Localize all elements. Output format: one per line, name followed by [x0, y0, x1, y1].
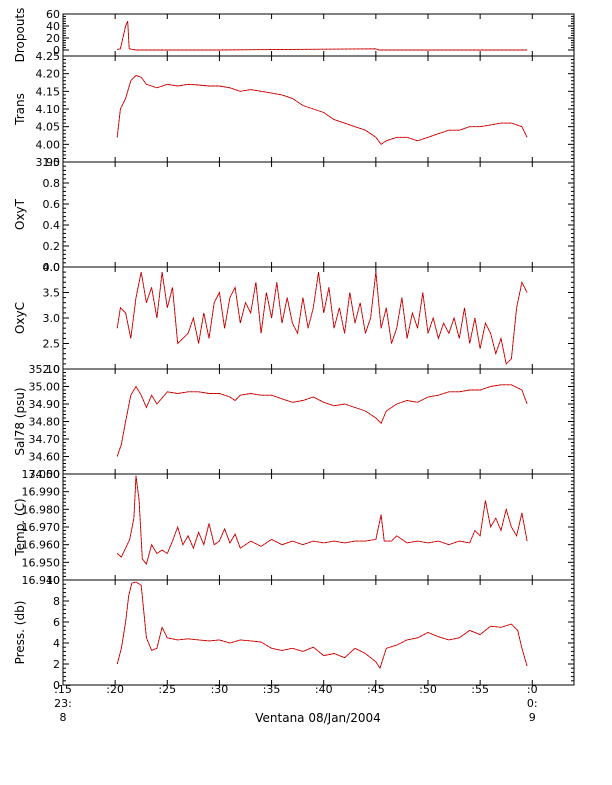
panel-frame: [62, 161, 575, 268]
panel-press: 0 2 4 6 8 10 Press. (db): [13, 574, 575, 692]
series-overlay-press: [116, 581, 528, 669]
y-tick-label: 34.80: [29, 416, 61, 429]
y-axis-title: Press. (db): [13, 601, 27, 665]
y-tick-label: 34.70: [29, 433, 61, 446]
x-tick-label: :15: [54, 683, 72, 696]
y-axis-title: Temp. (C): [13, 498, 27, 556]
y-tick-label: 35.10: [29, 363, 61, 376]
panel-frame: [62, 473, 575, 581]
y-tick-label: 3.95: [36, 156, 61, 169]
series-line-trans: [116, 74, 528, 145]
series-overlay-trans: [116, 75, 528, 145]
y-tick-label: 4.05: [36, 121, 61, 134]
x-tick-label: :40: [315, 683, 333, 696]
y-tick-label: 16.950: [22, 556, 61, 569]
y-tick-label: 0.4: [43, 219, 61, 232]
x-tick-label: 23:: [54, 697, 72, 710]
x-tick-label: 9: [529, 711, 536, 724]
y-tick-label: 0: [53, 679, 60, 692]
y-axis-title: Sal78 (psu): [13, 387, 27, 455]
panel-sal78: 34.50 34.60 34.70 34.80 34.90 35.00 35.10Sal78…: [13, 363, 575, 481]
series-overlay-sal78: [116, 384, 528, 457]
series-line-press: [116, 581, 528, 670]
y-tick-label: 16.960: [22, 539, 61, 552]
x-tick-label: 8: [60, 711, 67, 724]
x-tick-label: :45: [367, 683, 385, 696]
x-tick-label: :20: [106, 683, 124, 696]
y-tick-label: 16.940: [22, 574, 61, 587]
y-tick-label: 4.10: [36, 103, 61, 116]
panel-frame: [62, 266, 575, 370]
x-tick-label: 0:: [527, 697, 538, 710]
y-tick-label: 4.15: [36, 85, 61, 98]
x-tick-label: :25: [158, 683, 176, 696]
y-tick-label: 0.8: [43, 177, 61, 190]
y-tick-label: 4.20: [36, 68, 61, 81]
series-overlay-dropouts: [117, 21, 528, 51]
series-line-dropouts: [117, 21, 528, 51]
y-tick-label: 2.0: [43, 363, 61, 376]
series-overlay-temp: [117, 475, 528, 565]
y-tick-label: 10: [46, 574, 60, 587]
y-tick-label: 16.980: [22, 503, 61, 516]
y-tick-label: 0.2: [43, 240, 61, 253]
y-tick-label: 0: [53, 44, 60, 57]
x-axis-title: Ventana 08/Jan/2004: [255, 711, 381, 725]
y-tick-label: 4: [53, 637, 60, 650]
y-tick-label: 0.6: [43, 198, 61, 211]
y-tick-label: 17.000: [22, 468, 61, 481]
y-tick-label: 1.0: [43, 156, 61, 169]
panel-oxyc: 2.0 2.5 3.0 3.5 4.0 OxyC: [13, 261, 575, 376]
y-tick-label: 4.0: [43, 261, 61, 274]
x-tick-label: :50: [419, 683, 437, 696]
y-tick-label: 40: [46, 20, 60, 33]
y-tick-label: 3.5: [43, 287, 61, 300]
chart-panels: 0204060Dropouts3.954.004.054.104.154.204…: [13, 8, 575, 692]
y-tick-label: 35.00: [29, 381, 61, 394]
series-line-temp: [116, 475, 528, 566]
panel-oxyt: 0.0 0.2 0.4 0.6 0.8 1.0 OxyT: [13, 156, 575, 274]
y-tick-label: 2.5: [43, 338, 61, 351]
y-axis-title: Trans: [13, 93, 27, 126]
x-tick-label: :30: [211, 683, 229, 696]
y-tick-label: 16.990: [22, 486, 61, 499]
y-axis-title: OxyT: [13, 198, 27, 230]
y-tick-label: 60: [46, 8, 60, 21]
y-tick-label: 0.0: [43, 261, 61, 274]
panel-frame: [62, 579, 575, 686]
y-tick-label: 4.00: [36, 138, 61, 151]
y-tick-label: 8: [53, 595, 60, 608]
y-axis-title: Dropouts: [13, 8, 27, 63]
panel-frame: [62, 368, 575, 475]
y-tick-label: 34.50: [29, 468, 61, 481]
y-tick-label: 20: [46, 32, 60, 45]
panel-frame: [62, 55, 575, 163]
y-tick-label: 3.0: [43, 312, 61, 325]
x-tick-label: :35: [263, 683, 281, 696]
y-tick-label: 34.90: [29, 398, 61, 411]
y-tick-label: 2: [53, 658, 60, 671]
y-tick-label: 16.970: [22, 521, 61, 534]
x-tick-label: :0: [527, 683, 538, 696]
y-tick-label: 6: [53, 616, 60, 629]
y-tick-label: 4.25: [36, 50, 61, 63]
panel-trans: 3.95 4.00 4.05 4.10 4.15 4.20 4.25 Trans: [13, 50, 575, 169]
y-tick-label: 34.60: [29, 451, 61, 464]
y-axis-title: OxyC: [13, 302, 27, 334]
series-line-sal78: [116, 384, 528, 457]
panel-temp: 16.940 16.950 16.960 16.970 16.980 16.990 17.0…: [13, 468, 575, 587]
x-tick-label: :55: [471, 683, 489, 696]
series-line-oxyc: [116, 272, 528, 365]
